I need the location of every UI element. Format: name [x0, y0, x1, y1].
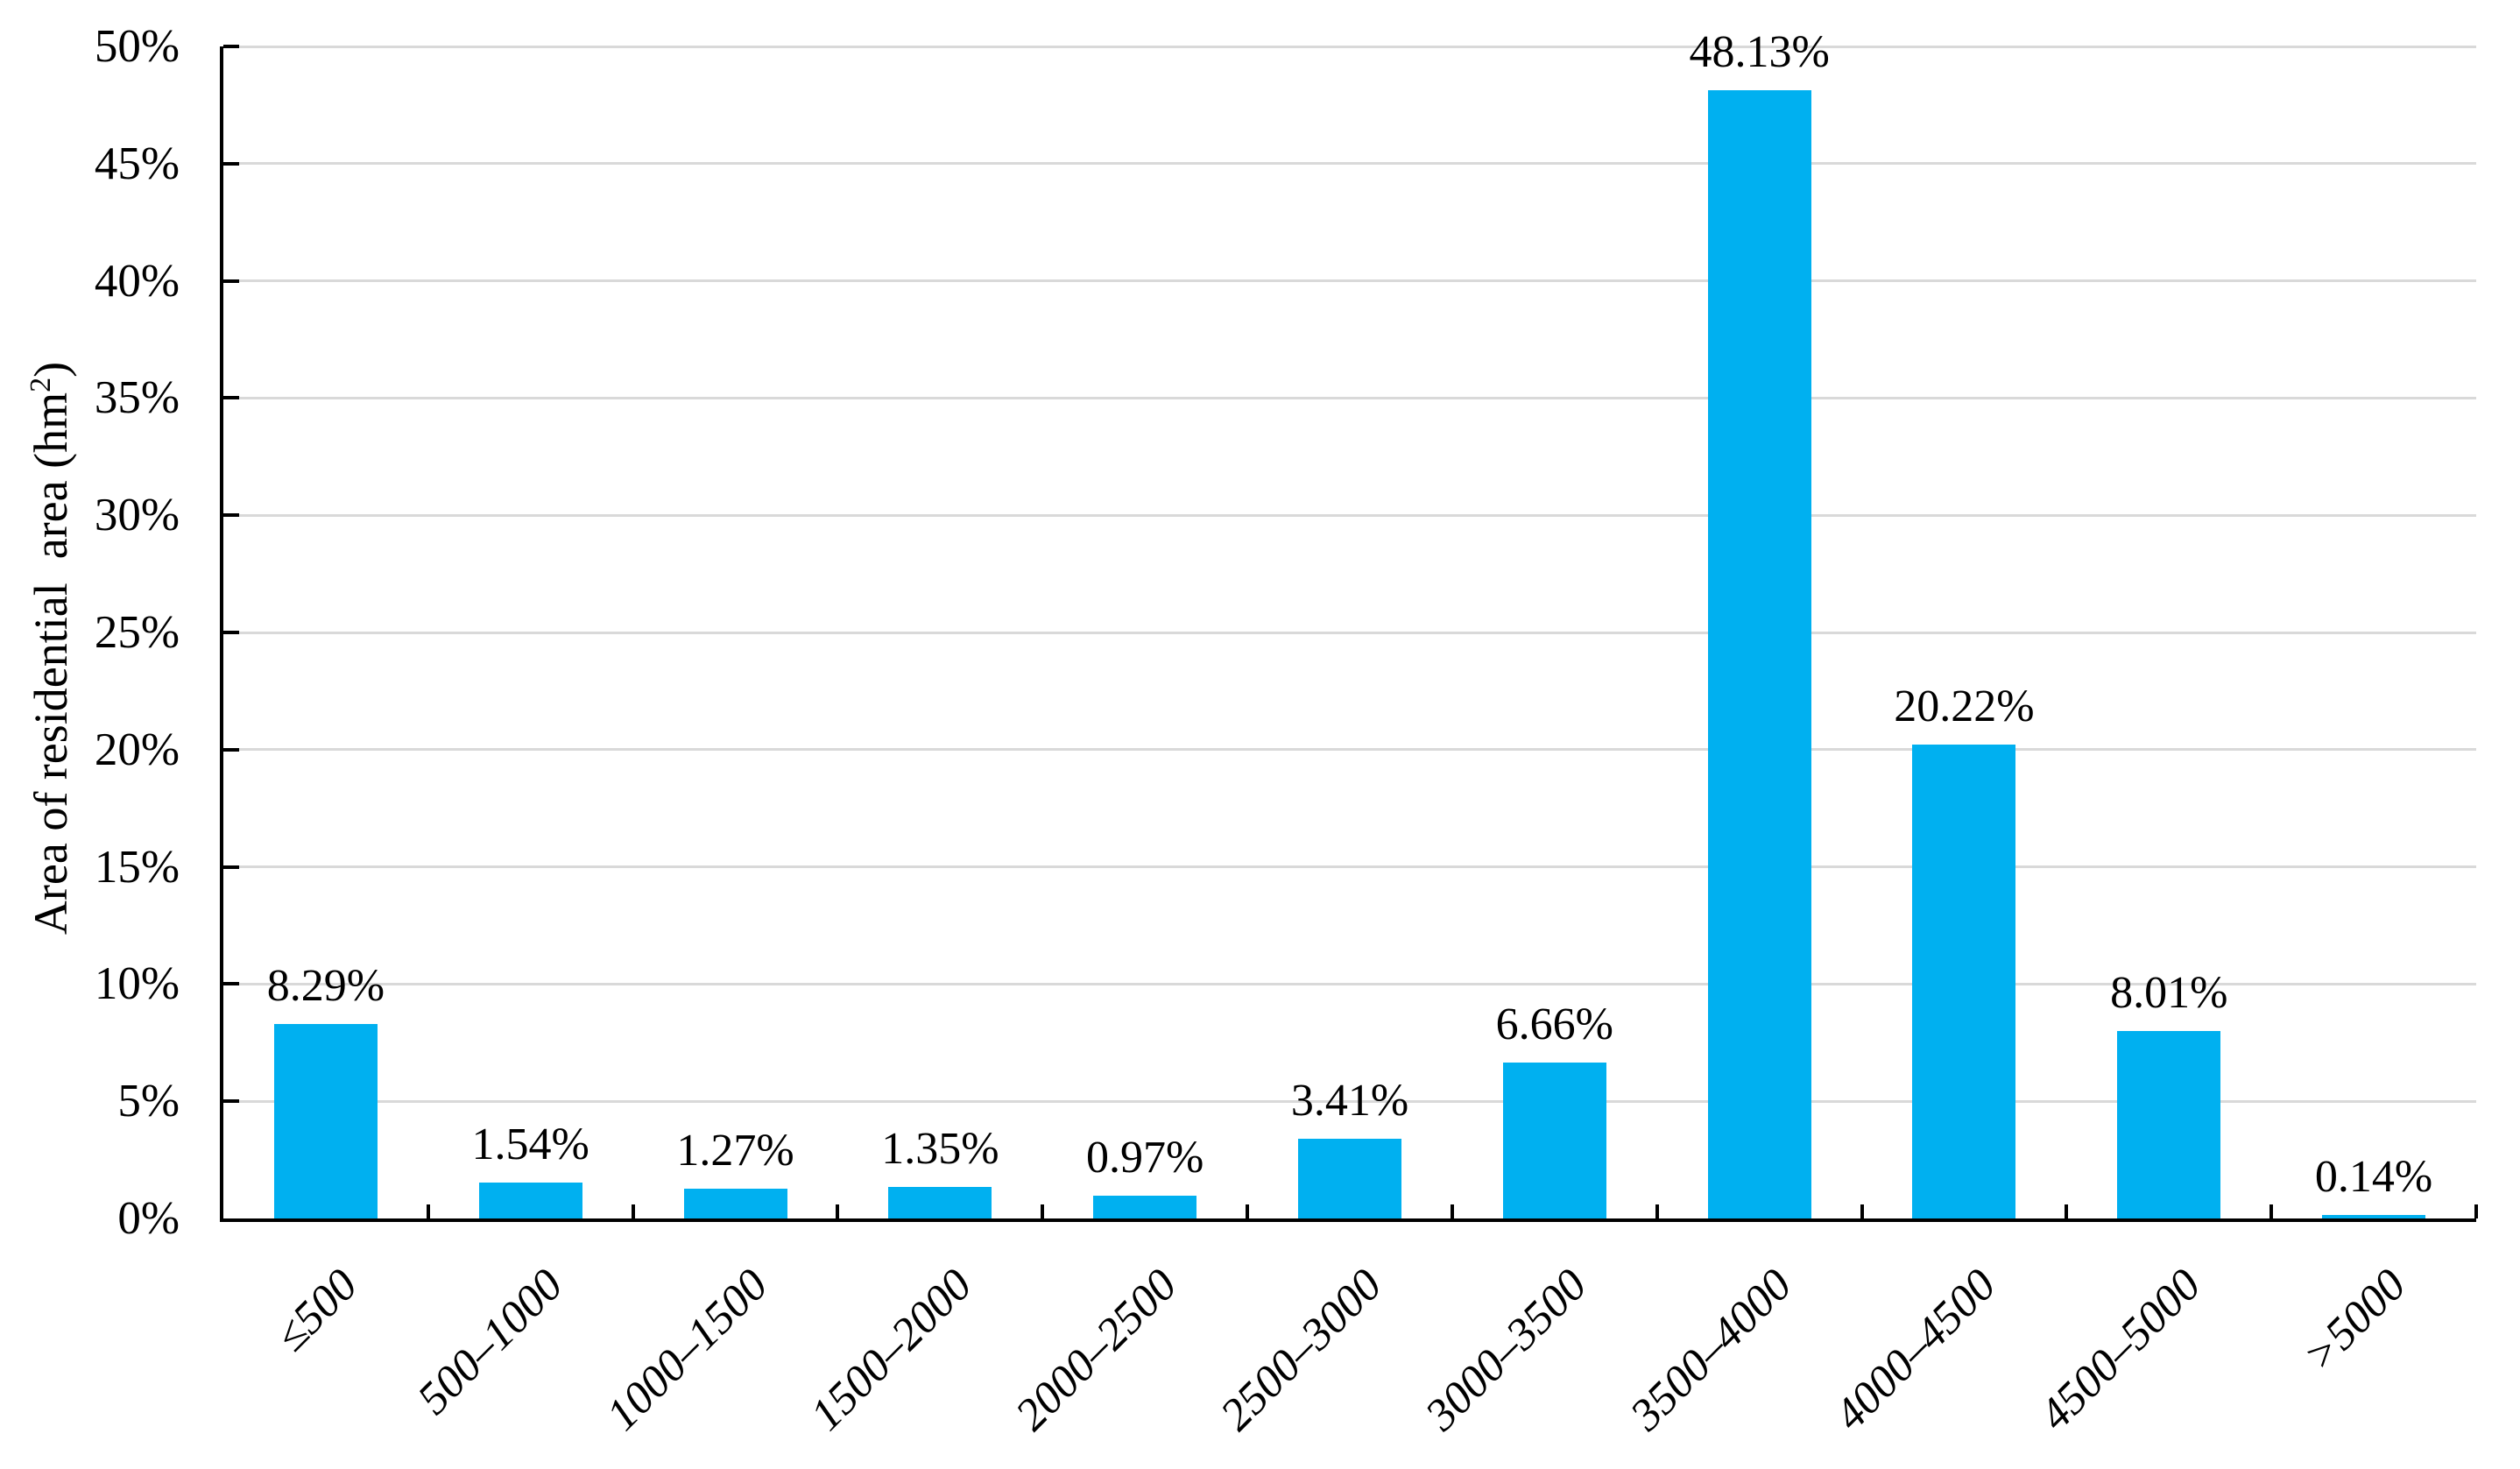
plot-area: 8.29% 1.54% 1.27% 1.35% 0.97% 3.41% 6.66% 48.13…: [220, 27, 2478, 1222]
x-axis-tick-11: [2474, 1204, 2478, 1218]
x-tick-label-3000–3500: 3000–3500: [1415, 1260, 1597, 1441]
bar-2500–3000: [1298, 1138, 1401, 1218]
bar-value-label-1000–1500: 1.27%: [676, 1126, 794, 1176]
y-axis-tick-35: [223, 396, 239, 400]
bar-value-label-3000–3500: 6.66%: [1495, 999, 1613, 1049]
x-axis-tick-7: [1655, 1204, 1659, 1218]
bar-1000–1500: [683, 1189, 787, 1218]
bar-4000–4500: [1912, 744, 2016, 1218]
bar-500–1000: [478, 1182, 582, 1218]
y-tick-label-25%: 25%: [94, 607, 180, 658]
bar-value-label-4000–4500: 20.22%: [1894, 681, 2035, 731]
bar-value-label->5000: 0.14%: [2314, 1152, 2433, 1203]
y-axis-tick-45: [223, 161, 239, 166]
gridline-20: [223, 748, 2476, 752]
x-axis-tick-3: [836, 1204, 840, 1218]
x-tick-label-2500–3000: 2500–3000: [1211, 1260, 1392, 1441]
y-tick-label-5%: 5%: [117, 1076, 180, 1127]
gridline-30: [223, 513, 2476, 517]
x-axis-tick-6: [1450, 1204, 1454, 1218]
bar-value-label-1500–2000: 1.35%: [881, 1123, 999, 1174]
bar->5000: [2322, 1215, 2426, 1218]
x-axis-tick-4: [1041, 1204, 1045, 1218]
y-axis-tick-15: [223, 865, 239, 869]
x-tick-label-1000–1500: 1000–1500: [596, 1260, 778, 1441]
gridline-25: [223, 631, 2476, 634]
y-tick-label-15%: 15%: [94, 841, 180, 893]
bar-value-label-500–1000: 1.54%: [471, 1119, 589, 1169]
bar-≤500: [273, 1024, 378, 1218]
y-tick-label-45%: 45%: [94, 138, 180, 189]
x-tick-label-1500–2000: 1500–2000: [801, 1260, 982, 1441]
y-tick-label-40%: 40%: [94, 255, 180, 307]
y-tick-label-10%: 10%: [94, 958, 180, 1010]
x-axis-tick-10: [2269, 1204, 2274, 1218]
x-axis-tick-2: [631, 1204, 635, 1218]
y-axis-tick-50: [223, 45, 239, 48]
bar-value-label-≤500: 8.29%: [266, 961, 385, 1012]
y-tick-label-35%: 35%: [94, 372, 180, 424]
bar-value-label-2000–2500: 0.97%: [1086, 1133, 1204, 1183]
x-axis-tick-9: [2065, 1204, 2069, 1218]
bar-4500–5000: [2117, 1030, 2221, 1218]
y-axis-tick-5: [223, 1099, 239, 1104]
bar-3500–4000: [1707, 90, 1811, 1218]
x-tick-label-2000–2500: 2000–2500: [1006, 1260, 1187, 1441]
y-axis-tick-10: [223, 982, 239, 986]
y-tick-label-30%: 30%: [94, 490, 180, 541]
x-tick-label-4000–4500: 4000–4500: [1825, 1260, 2007, 1441]
x-axis-tick-1: [426, 1204, 430, 1218]
y-tick-label-50%: 50%: [94, 21, 180, 72]
x-tick-label-≤500: ≤500: [265, 1260, 368, 1361]
bar-3000–3500: [1502, 1062, 1606, 1218]
x-tick-label-4500–5000: 4500–5000: [2030, 1260, 2211, 1441]
y-tick-label-0%: 0%: [117, 1193, 180, 1244]
bar-value-label-2500–3000: 3.41%: [1290, 1075, 1409, 1126]
x-tick-label-3500–4000: 3500–4000: [1620, 1260, 1802, 1441]
gridline-50: [223, 45, 2476, 48]
y-axis-tick-40: [223, 279, 239, 283]
y-axis-tick-25: [223, 631, 239, 634]
y-axis-tick-20: [223, 747, 239, 752]
gridline-40: [223, 279, 2476, 283]
x-axis-tick-8: [1860, 1204, 1864, 1218]
x-axis-tick-5: [1246, 1204, 1250, 1218]
gridline-10: [223, 982, 2476, 985]
x-tick-label->5000: >5000: [2294, 1260, 2416, 1381]
bar-1500–2000: [888, 1186, 992, 1218]
bar-2000–2500: [1093, 1196, 1197, 1218]
bar-value-label-3500–4000: 48.13%: [1689, 27, 1830, 78]
y-axis-tick-30: [223, 513, 239, 518]
gridline-15: [223, 865, 2476, 869]
gridline-5: [223, 1099, 2476, 1103]
x-tick-label-500–1000: 500–1000: [407, 1260, 573, 1424]
bar-value-label-4500–5000: 8.01%: [2110, 967, 2228, 1018]
gridline-35: [223, 396, 2476, 399]
y-tick-label-20%: 20%: [94, 724, 180, 775]
gridline-45: [223, 162, 2476, 166]
